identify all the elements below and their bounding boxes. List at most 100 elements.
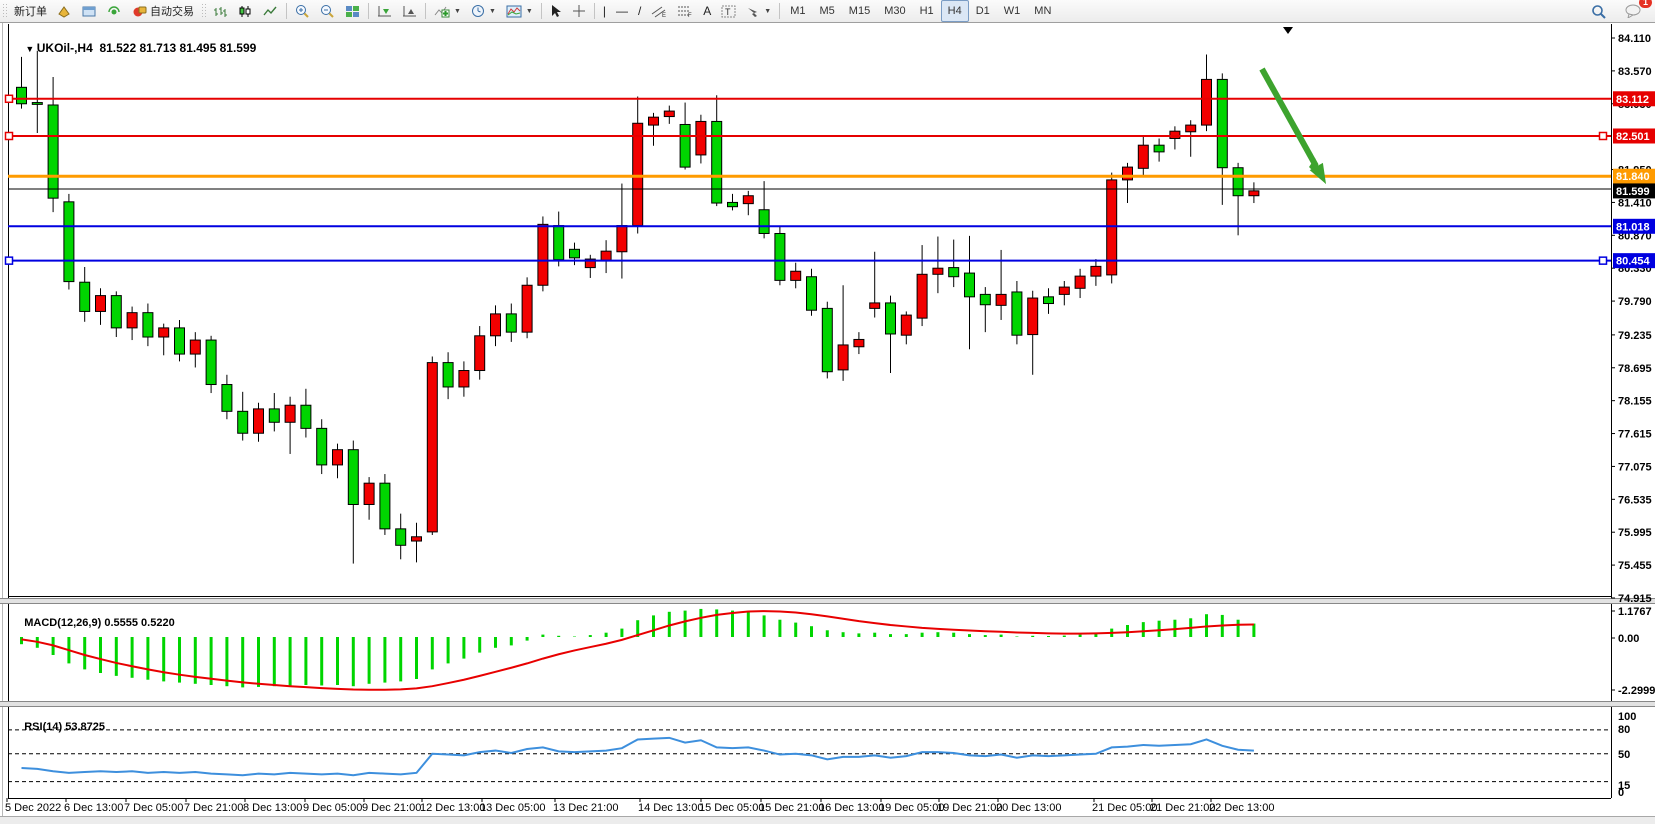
autotrading-button[interactable]: 自动交易 <box>127 0 199 22</box>
rsi-panel[interactable] <box>8 729 1611 783</box>
notifications-button[interactable]: 1 <box>1620 0 1652 22</box>
line-handle[interactable] <box>1598 131 1608 141</box>
candle-body <box>932 267 944 275</box>
new-order-button[interactable]: 新订单 <box>9 0 52 22</box>
trendline-tool-button[interactable]: / <box>633 0 646 22</box>
timeframe-MN[interactable]: MN <box>1034 5 1052 17</box>
line-handle[interactable] <box>4 94 14 104</box>
line-chart-button[interactable] <box>258 0 283 22</box>
horizontal-line-tool-button[interactable]: — <box>611 0 633 22</box>
candle-body <box>537 223 549 286</box>
candle-body <box>395 528 407 546</box>
templates-button[interactable]: ▼ <box>501 0 538 22</box>
text-tool-button[interactable]: A <box>698 0 716 22</box>
candle-body <box>1058 286 1070 295</box>
equidistant-channel-icon: E <box>651 6 666 18</box>
shapes-caret-icon: ▼ <box>764 7 772 15</box>
line-handle[interactable] <box>1598 256 1608 265</box>
cursor-tool-button[interactable] <box>545 0 567 22</box>
horizontal-line-icon: — <box>615 4 628 18</box>
timeframe-H4[interactable]: H4 <box>940 0 969 22</box>
horizontal-line-object[interactable] <box>4 256 1612 265</box>
ohlc-low: 81.495 <box>179 41 217 55</box>
candle-body <box>727 201 738 208</box>
candles-group <box>16 50 1260 564</box>
candle-body <box>110 295 122 329</box>
templates-caret-icon: ▼ <box>525 7 533 15</box>
time-tick-label: 22 Dec 13:00 <box>1209 802 1274 814</box>
timeframe-H1[interactable]: H1 <box>919 5 934 17</box>
clock-icon <box>471 5 484 17</box>
toolbar-grip[interactable] <box>2 3 7 19</box>
horizontal-line-object[interactable] <box>4 94 1612 104</box>
line-handle[interactable] <box>4 131 14 141</box>
price-tick-label: 75.455 <box>1618 560 1652 572</box>
timeframe-W1[interactable]: W1 <box>1003 5 1021 17</box>
candle-body <box>869 302 881 309</box>
auto-scroll-button[interactable] <box>372 0 397 22</box>
candle-body <box>189 339 201 355</box>
candle-body <box>158 327 170 338</box>
auto-scroll-icon <box>378 5 391 16</box>
macd-name: MACD(12,26,9) <box>24 617 102 629</box>
timeframe-M30[interactable]: M30 <box>884 5 906 17</box>
shapes-arrows-icon <box>748 7 758 17</box>
candlestick-chart-button[interactable] <box>233 0 258 22</box>
tile-windows-button[interactable] <box>340 0 365 22</box>
candle-body <box>490 313 501 337</box>
chart-shift-marker[interactable] <box>1283 27 1293 34</box>
candle-body <box>363 482 375 505</box>
zoom-out-button[interactable] <box>315 0 340 22</box>
candle-body <box>1137 144 1149 169</box>
timeframe-M1[interactable]: M1 <box>790 5 806 17</box>
candle-body <box>1153 144 1165 153</box>
rsi-axis-label: 100 <box>1618 711 1636 723</box>
chart-shift-button[interactable] <box>397 0 422 22</box>
price-axis[interactable]: 84.11083.57083.03081.95081.41080.87080.3… <box>1611 33 1655 799</box>
candle-body <box>253 408 264 434</box>
price-tick-label: 75.995 <box>1618 527 1652 539</box>
timeframe-D1[interactable]: D1 <box>975 5 990 17</box>
time-axis[interactable]: 5 Dec 2022 6 Dec 13:00 7 Dec 05:00 7 Dec 21… <box>5 798 1274 814</box>
candle-body <box>900 314 912 336</box>
time-tick-label: 21 Dec 21:00 <box>1150 802 1215 814</box>
vertical-line-icon: | <box>602 4 606 18</box>
candle-body <box>221 384 233 412</box>
bar-chart-icon <box>214 6 227 17</box>
chart-collapse-icon[interactable]: ▼ <box>25 44 37 54</box>
macd-signal-value: 0.5220 <box>141 617 175 629</box>
time-tick-label: 8 Dec 13:00 <box>243 802 302 814</box>
candle-body <box>300 404 312 429</box>
signals-button[interactable] <box>102 0 127 22</box>
bar-chart-button[interactable] <box>208 0 233 22</box>
candle-body <box>126 312 138 329</box>
timeframe-M15[interactable]: M15 <box>848 5 871 17</box>
zoom-in-button[interactable] <box>290 0 315 22</box>
toolbar: 新订单 自动交易 <box>0 0 1655 23</box>
vertical-line-tool-button[interactable]: | <box>598 0 611 22</box>
label-tool-button[interactable]: T <box>716 0 741 22</box>
fibonacci-tool-button[interactable]: F <box>672 0 698 22</box>
channel-tool-button[interactable]: E <box>646 0 672 22</box>
annotation-arrow[interactable] <box>1259 67 1326 184</box>
price-line-badge: 82.501 <box>1613 128 1655 144</box>
shapes-tool-button[interactable]: ▼ <box>741 0 776 22</box>
horizontal-line-object[interactable] <box>4 131 1612 141</box>
crosshair-tool-button[interactable] <box>567 0 591 22</box>
line-handle[interactable] <box>4 256 14 265</box>
search-button[interactable] <box>1586 0 1612 22</box>
profiles-button[interactable] <box>77 0 102 22</box>
macd-panel[interactable] <box>20 608 1256 691</box>
candle-body <box>442 362 454 388</box>
price-line-badge: 81.840 <box>1613 168 1655 184</box>
time-tick-label: 15 Dec 05:00 <box>699 802 764 814</box>
zoom-in-icon <box>296 5 309 18</box>
new-chart-button[interactable] <box>52 0 77 22</box>
candle-body <box>1106 179 1118 276</box>
time-tick-label: 13 Dec 05:00 <box>480 802 545 814</box>
candle-body <box>632 122 644 227</box>
periods-button[interactable]: ▼ <box>466 0 501 22</box>
indicators-button[interactable]: ▼ <box>429 0 466 22</box>
timeframe-M5[interactable]: M5 <box>819 5 835 17</box>
